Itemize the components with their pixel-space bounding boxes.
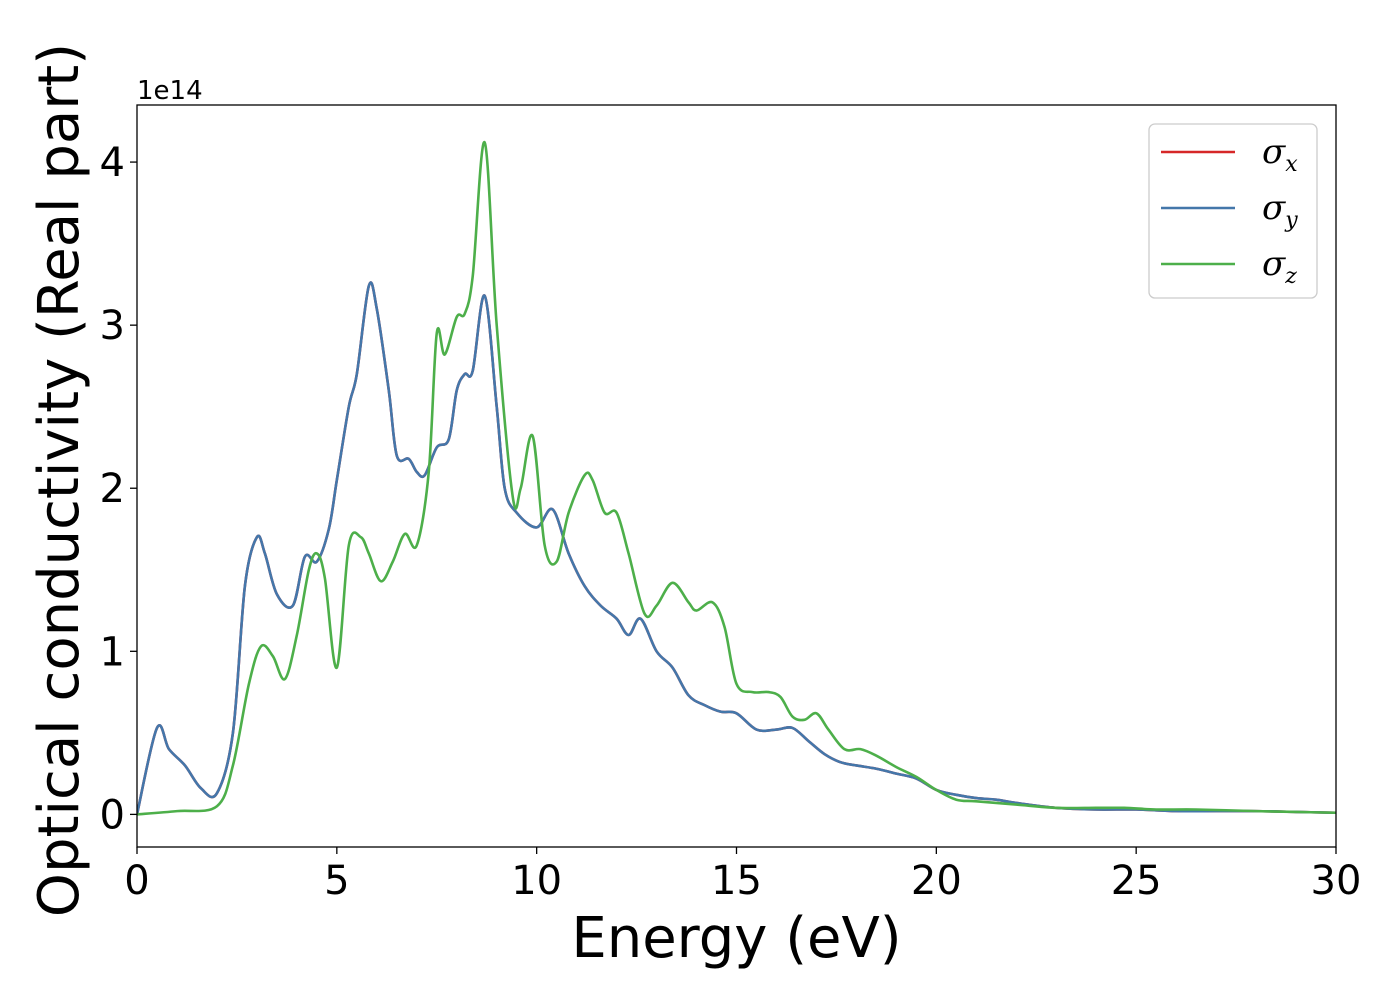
legend-label-y: σy — [1262, 188, 1298, 233]
y-offset-label: 1e14 — [137, 76, 203, 106]
y-axis-label: Optical conductivity (Real part) — [27, 43, 92, 917]
legend-label-x: σx — [1262, 132, 1298, 177]
y-tick-label: 3 — [100, 303, 125, 349]
legend-label-z: σz — [1262, 244, 1297, 289]
x-tick-label: 10 — [511, 858, 562, 904]
y-axis: 0 1 2 3 4 — [100, 140, 137, 838]
series-line-z — [137, 141, 1336, 816]
y-tick-label: 1 — [100, 629, 125, 675]
x-tick-label: 0 — [124, 858, 149, 904]
legend: σx σy σz — [1148, 123, 1318, 299]
y-tick-label: 2 — [100, 466, 125, 512]
x-tick-label: 30 — [1311, 858, 1362, 904]
x-axis: 0 5 10 15 20 25 30 — [124, 847, 1361, 904]
plot-area — [136, 104, 1337, 848]
series-lines — [137, 141, 1336, 816]
legend-box — [1148, 123, 1318, 299]
x-axis-label: Energy (eV) — [571, 906, 901, 971]
x-tick-label: 20 — [911, 858, 962, 904]
y-tick-label: 0 — [100, 792, 125, 838]
x-tick-label: 5 — [324, 858, 349, 904]
x-tick-label: 25 — [1111, 858, 1162, 904]
x-tick-label: 15 — [711, 858, 762, 904]
y-tick-label: 4 — [100, 140, 125, 186]
